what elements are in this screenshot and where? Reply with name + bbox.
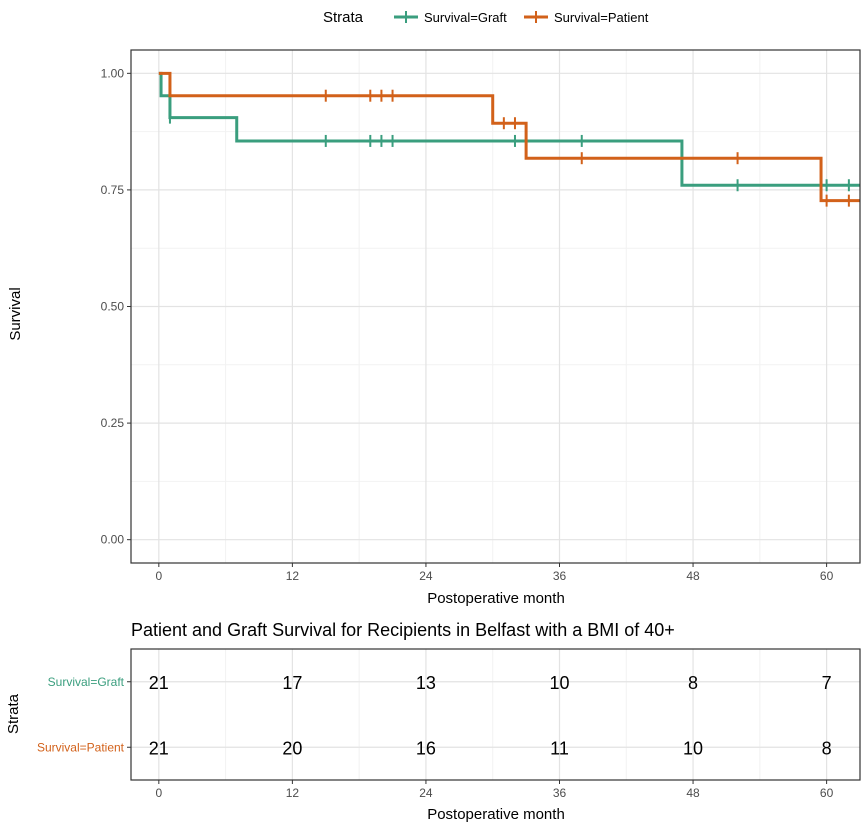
table-cell-graft: 13 <box>416 673 436 693</box>
y-axis-label: Survival <box>7 287 24 340</box>
y-tick-label: 1.00 <box>101 66 125 80</box>
table-cell-patient: 11 <box>550 738 569 758</box>
table-cells: 21 17 13 10 8 7 21 20 16 11 10 8 <box>149 673 832 759</box>
table-x-tick-label: 36 <box>553 786 567 800</box>
table-x-tick-label: 12 <box>286 786 300 800</box>
x-axis-ticks: 0 12 24 36 48 60 <box>155 563 834 583</box>
x-tick-label: 24 <box>419 569 433 583</box>
table-cell-patient: 21 <box>149 738 169 758</box>
table-row-label-patient: Survival=Patient <box>37 740 125 754</box>
survival-plot: 0.00 0.25 0.50 0.75 1.00 0 12 24 36 48 60 Postope… <box>7 49 861 607</box>
survival-curves <box>158 71 860 203</box>
censor-marks <box>168 89 850 207</box>
legend-label-graft: Survival=Graft <box>424 10 507 25</box>
legend-label-patient: Survival=Patient <box>554 10 649 25</box>
y-tick-label: 0.50 <box>101 300 125 314</box>
y-tick-label: 0.75 <box>101 183 125 197</box>
table-border <box>130 648 861 781</box>
table-panel <box>131 649 860 780</box>
table-cell-patient: 20 <box>282 738 302 758</box>
table-cell-graft: 7 <box>822 673 832 693</box>
x-axis-label: Postoperative month <box>427 590 565 607</box>
x-tick-label: 48 <box>686 569 700 583</box>
table-cell-graft: 21 <box>149 673 169 693</box>
table-cell-patient: 10 <box>683 738 703 758</box>
table-cell-patient: 8 <box>822 738 832 758</box>
legend: Strata Survival=Graft Survival=Patient <box>323 9 649 26</box>
x-tick-label: 36 <box>553 569 567 583</box>
x-tick-label: 60 <box>820 569 834 583</box>
table-x-tick-label: 24 <box>419 786 433 800</box>
table-x-axis-ticks: 0 12 24 36 48 60 <box>155 780 834 800</box>
table-x-tick-label: 60 <box>820 786 834 800</box>
legend-title: Strata <box>323 9 364 26</box>
risk-table: Patient and Graft Survival for Recipient… <box>5 620 861 823</box>
table-cell-patient: 16 <box>416 738 436 758</box>
table-cell-graft: 10 <box>549 673 569 693</box>
table-gridlines <box>131 649 860 780</box>
survival-curve-patient <box>158 71 860 203</box>
risk-table-title: Patient and Graft Survival for Recipient… <box>131 620 675 640</box>
y-tick-label: 0.00 <box>101 533 125 547</box>
y-axis-ticks: 0.00 0.25 0.50 0.75 1.00 <box>101 66 131 547</box>
table-y-axis-label: Strata <box>5 693 22 734</box>
plot-gridlines <box>131 50 860 563</box>
y-tick-label: 0.25 <box>101 416 125 430</box>
x-tick-label: 0 <box>155 569 162 583</box>
table-cell-graft: 8 <box>688 673 698 693</box>
table-x-axis-label: Postoperative month <box>427 806 565 823</box>
x-tick-label: 12 <box>286 569 300 583</box>
table-cell-graft: 17 <box>282 673 302 693</box>
survival-curve-graft <box>158 71 860 187</box>
table-x-tick-label: 0 <box>155 786 162 800</box>
table-row-labels: Survival=Graft Survival=Patient <box>37 675 131 754</box>
table-row-label-graft: Survival=Graft <box>48 675 125 689</box>
table-x-tick-label: 48 <box>686 786 700 800</box>
